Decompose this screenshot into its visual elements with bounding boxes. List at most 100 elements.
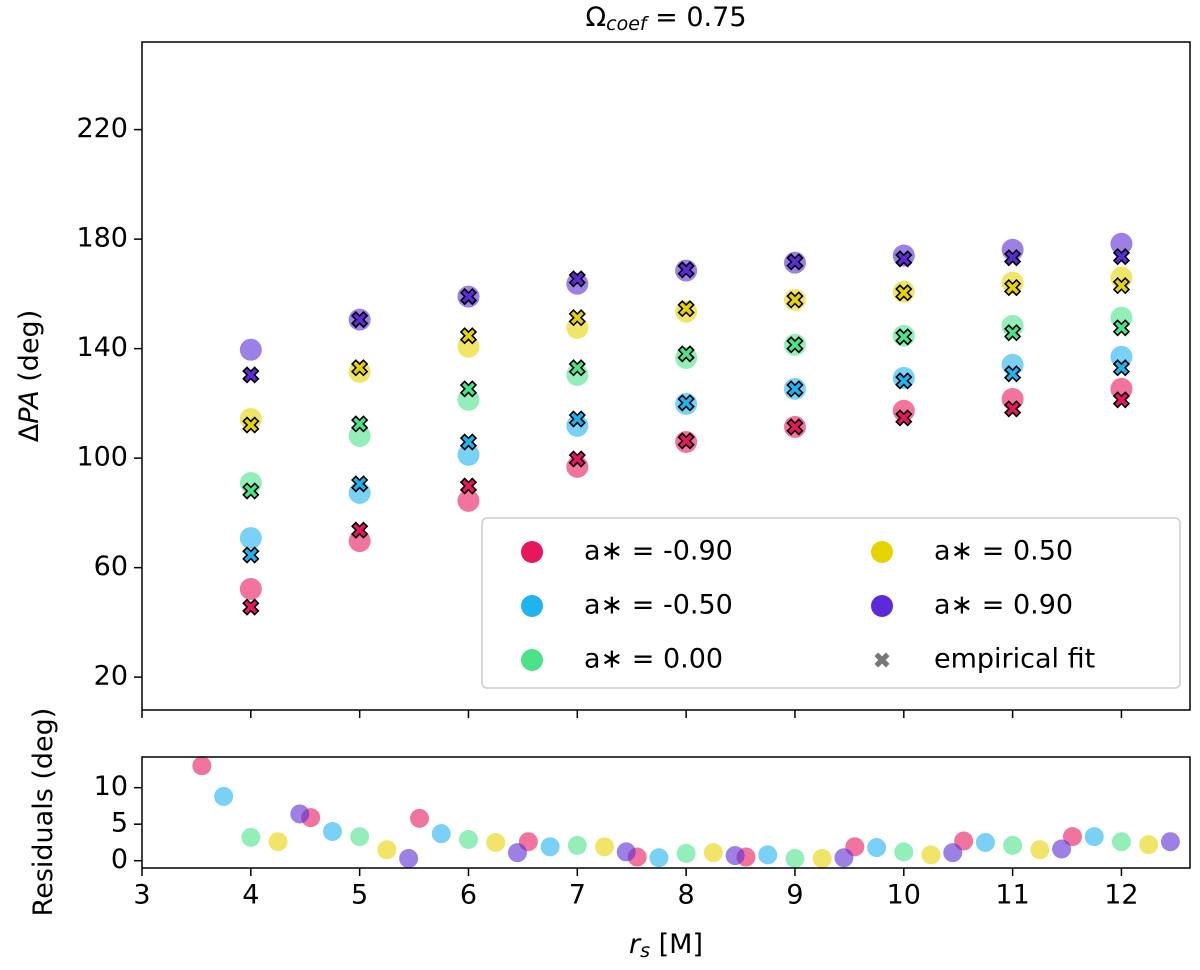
fit-marker	[351, 475, 369, 493]
data-point	[566, 272, 589, 295]
fit-marker	[786, 253, 804, 271]
fit-marker	[351, 521, 369, 539]
data-point	[239, 407, 262, 430]
legend-label: a∗ = -0.90	[584, 536, 733, 567]
data-point	[486, 832, 506, 852]
fit-marker	[677, 432, 695, 450]
data-point	[241, 827, 261, 847]
fit-marker	[895, 284, 913, 302]
fit-marker	[351, 415, 369, 433]
fit-marker	[242, 546, 260, 564]
fit-marker	[1003, 249, 1022, 267]
fit-marker	[459, 287, 478, 306]
y-axis-label-part: Δ	[14, 423, 45, 442]
data-point	[921, 845, 941, 865]
y-tick-label: 5	[111, 808, 128, 839]
data-point	[322, 821, 342, 841]
data-point	[1052, 839, 1072, 859]
fit-marker	[895, 328, 913, 346]
data-point	[1160, 832, 1180, 852]
fit-marker	[459, 433, 478, 451]
data-point	[758, 845, 778, 865]
legend: a∗ = -0.90 a∗ = -0.50 a∗ = 0.00 a∗ = 0.50 a∗…	[481, 517, 1181, 689]
legend-frame	[481, 517, 1181, 689]
data-point	[1030, 840, 1050, 860]
y-tick-label: 180	[76, 223, 128, 254]
legend-marker	[521, 541, 543, 563]
x-tick-label: 4	[242, 880, 259, 911]
data-point	[943, 843, 963, 863]
fit-marker	[242, 482, 260, 500]
plot-frame	[141, 756, 1191, 869]
x-tick-label: 12	[1104, 880, 1138, 911]
fit-marker	[1112, 319, 1131, 337]
x-tick-label: 11	[995, 880, 1029, 911]
legend-label: a∗ = 0.50	[934, 536, 1073, 567]
data-point	[431, 824, 451, 844]
data-point	[377, 840, 397, 860]
x-tick-label: 9	[786, 880, 803, 911]
data-point	[290, 804, 310, 824]
data-point	[595, 837, 615, 857]
y-axis-label-part: PA	[14, 390, 45, 423]
fit-marker	[568, 270, 586, 288]
fit-marker	[677, 394, 695, 412]
data-point	[239, 527, 262, 550]
fit-marker	[786, 380, 804, 398]
fit-marker	[786, 291, 804, 309]
data-point	[676, 843, 696, 863]
data-point	[410, 808, 430, 828]
data-point	[785, 849, 805, 869]
y-tick-label: 140	[76, 332, 128, 363]
x-tick-label: 8	[678, 880, 695, 911]
data-point	[239, 577, 262, 600]
data-point	[1110, 232, 1133, 255]
legend-marker	[521, 595, 543, 617]
legend-label: a∗ = 0.00	[584, 644, 723, 675]
data-point	[458, 830, 478, 850]
fit-marker	[895, 250, 913, 268]
fit-marker	[351, 310, 369, 329]
y-axis-label: Residuals (deg)	[28, 708, 59, 917]
data-point	[867, 838, 887, 858]
data-point	[350, 827, 370, 847]
data-point	[507, 843, 527, 863]
chart-title-part: Ω	[586, 2, 607, 33]
x-tick-label: 3	[133, 880, 150, 911]
fit-marker	[677, 300, 695, 318]
data-point	[192, 756, 212, 776]
fit-marker	[459, 327, 478, 345]
legend-label: a∗ = 0.90	[934, 590, 1073, 621]
x-axis-label-part: r	[629, 929, 642, 960]
x-tick-label: 7	[569, 880, 586, 911]
fit-marker	[242, 366, 260, 384]
data-point	[457, 443, 480, 466]
fit-marker	[895, 372, 913, 390]
x-tick-label: 6	[460, 880, 477, 911]
fit-marker	[1112, 277, 1131, 295]
data-point	[399, 849, 419, 869]
legend-label: a∗ = -0.50	[584, 590, 733, 621]
y-axis-label-part: Residuals (deg)	[28, 708, 59, 917]
fit-marker	[568, 450, 586, 468]
fit-marker	[677, 345, 695, 363]
y-tick-label: 10	[94, 771, 128, 802]
x-tick-label: 10	[887, 880, 921, 911]
chart-title-part: coef	[606, 13, 650, 35]
fit-marker	[1112, 391, 1131, 409]
y-tick-label: 0	[111, 844, 128, 875]
data-point	[894, 842, 914, 862]
legend-marker	[521, 649, 543, 671]
fit-marker	[459, 380, 478, 398]
fit-marker	[1003, 400, 1022, 418]
plot-area	[239, 232, 1133, 616]
data-point	[1084, 827, 1104, 847]
legend-marker	[871, 541, 893, 563]
fit-marker	[1003, 278, 1022, 297]
fit-marker	[568, 309, 586, 327]
data-point	[567, 835, 587, 855]
y-tick-label: 20	[94, 661, 128, 692]
data-point	[239, 338, 262, 361]
